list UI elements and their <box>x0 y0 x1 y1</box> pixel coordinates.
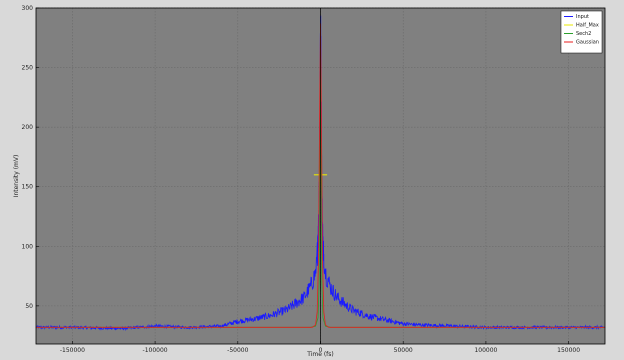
legend-label: Gaussian <box>576 40 599 46</box>
legend-box <box>560 10 603 54</box>
y-tick-label: 50 <box>25 303 33 310</box>
x-axis-title: Time (fs) <box>306 351 334 358</box>
y-tick-label: 250 <box>22 65 34 72</box>
series-layer <box>35 8 606 344</box>
x-tick-label: 100000 <box>474 347 497 354</box>
x-tick-label: -150000 <box>60 347 85 354</box>
x-tick-label: 50000 <box>394 347 413 354</box>
y-axis: 50 100 150 200 250 300 <box>22 5 39 310</box>
legend-label: Sech2 <box>576 31 591 37</box>
x-tick-label: -100000 <box>143 347 168 354</box>
legend-label: Input <box>576 14 589 20</box>
x-tick-label: 150000 <box>557 347 580 354</box>
x-axis: -150000 -100000 -50000 0 50000 100000 150000 <box>60 341 580 354</box>
y-axis-title: Intensity (mV) <box>13 155 20 198</box>
x-tick-label: 0 <box>319 347 323 354</box>
y-tick-label: 150 <box>22 184 34 191</box>
legend: Input Half_Max Sech2 Gaussian <box>560 10 603 54</box>
y-tick-label: 300 <box>22 5 34 12</box>
legend-label: Half_Max <box>576 23 599 29</box>
x-tick-label: -50000 <box>227 347 248 354</box>
y-tick-label: 200 <box>22 124 34 131</box>
y-tick-label: 100 <box>22 243 34 250</box>
